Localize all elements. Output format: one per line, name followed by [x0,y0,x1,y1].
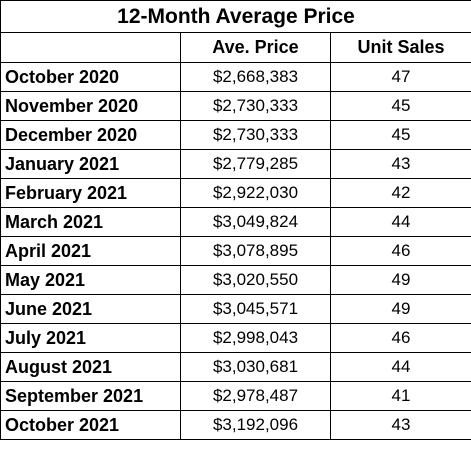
row-units: 44 [329,352,471,382]
table-row: May 2021 $3,020,550 49 [0,265,471,295]
table-row: April 2021 $3,078,895 46 [0,236,471,266]
row-month: October 2021 [0,410,181,440]
table-row: November 2020 $2,730,333 45 [0,91,471,121]
row-month: July 2021 [0,323,181,353]
table-row: August 2021 $3,030,681 44 [0,352,471,382]
row-price: $3,045,571 [180,294,331,324]
table-row: March 2021 $3,049,824 44 [0,207,471,237]
column-header-row: Ave. Price Unit Sales [0,32,471,63]
table-row: September 2021 $2,978,487 41 [0,381,471,411]
table-row: June 2021 $3,045,571 49 [0,294,471,324]
table-row: July 2021 $2,998,043 46 [0,323,471,353]
row-price: $2,978,487 [180,381,331,411]
row-units: 47 [329,62,471,92]
row-month: May 2021 [0,265,181,295]
row-units: 44 [329,207,471,237]
row-month: December 2020 [0,120,181,150]
table-row: October 2021 $3,192,096 43 [0,410,471,440]
header-unit-sales: Unit Sales [329,32,471,63]
row-units: 43 [329,149,471,179]
table-row: January 2021 $2,779,285 43 [0,149,471,179]
table-row: December 2020 $2,730,333 45 [0,120,471,150]
row-month: February 2021 [0,178,181,208]
row-units: 49 [329,265,471,295]
row-month: September 2021 [0,381,181,411]
row-month: August 2021 [0,352,181,382]
row-units: 43 [329,410,471,440]
row-price: $2,668,383 [180,62,331,92]
row-price: $2,779,285 [180,149,331,179]
row-price: $3,078,895 [180,236,331,266]
table-row: February 2021 $2,922,030 42 [0,178,471,208]
table-title: 12-Month Average Price [0,0,471,33]
row-month: June 2021 [0,294,181,324]
row-units: 41 [329,381,471,411]
average-price-table: 12-Month Average Price Ave. Price Unit S… [0,0,471,440]
row-price: $3,192,096 [180,410,331,440]
row-units: 45 [329,91,471,121]
row-price: $3,030,681 [180,352,331,382]
row-units: 45 [329,120,471,150]
header-ave-price: Ave. Price [180,32,331,63]
row-units: 46 [329,323,471,353]
row-price: $2,730,333 [180,120,331,150]
row-units: 42 [329,178,471,208]
row-price: $3,049,824 [180,207,331,237]
header-month [0,32,181,63]
row-month: November 2020 [0,91,181,121]
row-price: $2,922,030 [180,178,331,208]
row-month: January 2021 [0,149,181,179]
row-price: $2,998,043 [180,323,331,353]
table-row: October 2020 $2,668,383 47 [0,62,471,92]
row-month: October 2020 [0,62,181,92]
row-price: $2,730,333 [180,91,331,121]
table-title-row: 12-Month Average Price [0,0,471,33]
row-month: March 2021 [0,207,181,237]
row-month: April 2021 [0,236,181,266]
row-price: $3,020,550 [180,265,331,295]
row-units: 49 [329,294,471,324]
row-units: 46 [329,236,471,266]
